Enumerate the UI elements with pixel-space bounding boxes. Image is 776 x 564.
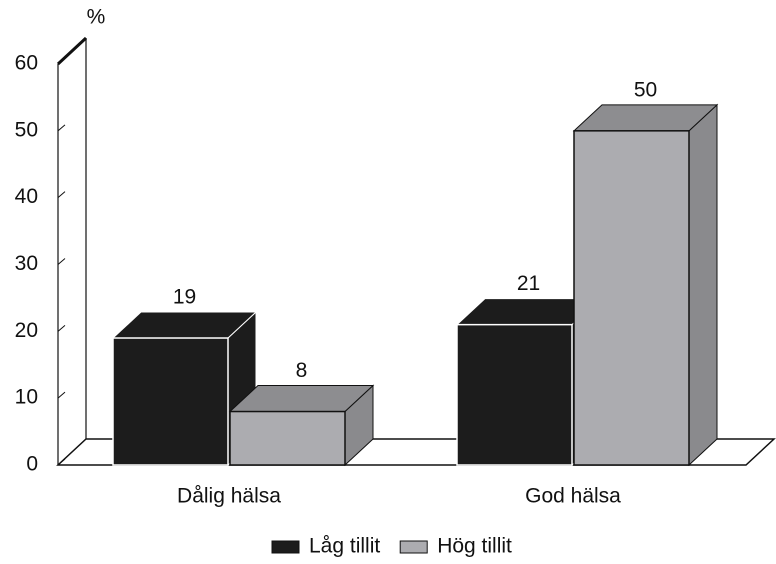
value-label: 50 [634, 78, 657, 101]
y-tick-label: 30 [15, 252, 38, 275]
y-tick-label: 20 [15, 319, 38, 342]
x-tick-label: Dålig hälsa [177, 485, 281, 508]
y-tick [57, 191, 66, 199]
y-tick-label: 10 [15, 386, 38, 409]
y-tick-label: 60 [15, 52, 38, 75]
bar [112, 337, 229, 466]
y-tick [57, 324, 66, 332]
y-tick [57, 458, 66, 466]
y-tick [57, 391, 66, 399]
y-tick [57, 57, 66, 65]
y-tick-label: 40 [15, 185, 38, 208]
value-label: 21 [517, 272, 540, 295]
y-axis-label: % [87, 6, 106, 29]
y-tick-label: 50 [15, 118, 38, 141]
bar [456, 323, 573, 466]
bar [573, 130, 690, 466]
y-tick [57, 124, 66, 132]
legend-swatch [399, 540, 428, 554]
x-tick-label: God hälsa [525, 485, 621, 508]
legend-swatch [271, 540, 300, 554]
value-label: 8 [296, 359, 308, 382]
value-label: 19 [173, 286, 196, 309]
bar [229, 410, 346, 466]
legend-label: Låg tillit [309, 535, 380, 558]
y-tick-label: 0 [26, 453, 38, 476]
bar-side [688, 103, 718, 467]
legend-label: Hög tillit [437, 535, 512, 558]
y-tick [57, 258, 66, 265]
